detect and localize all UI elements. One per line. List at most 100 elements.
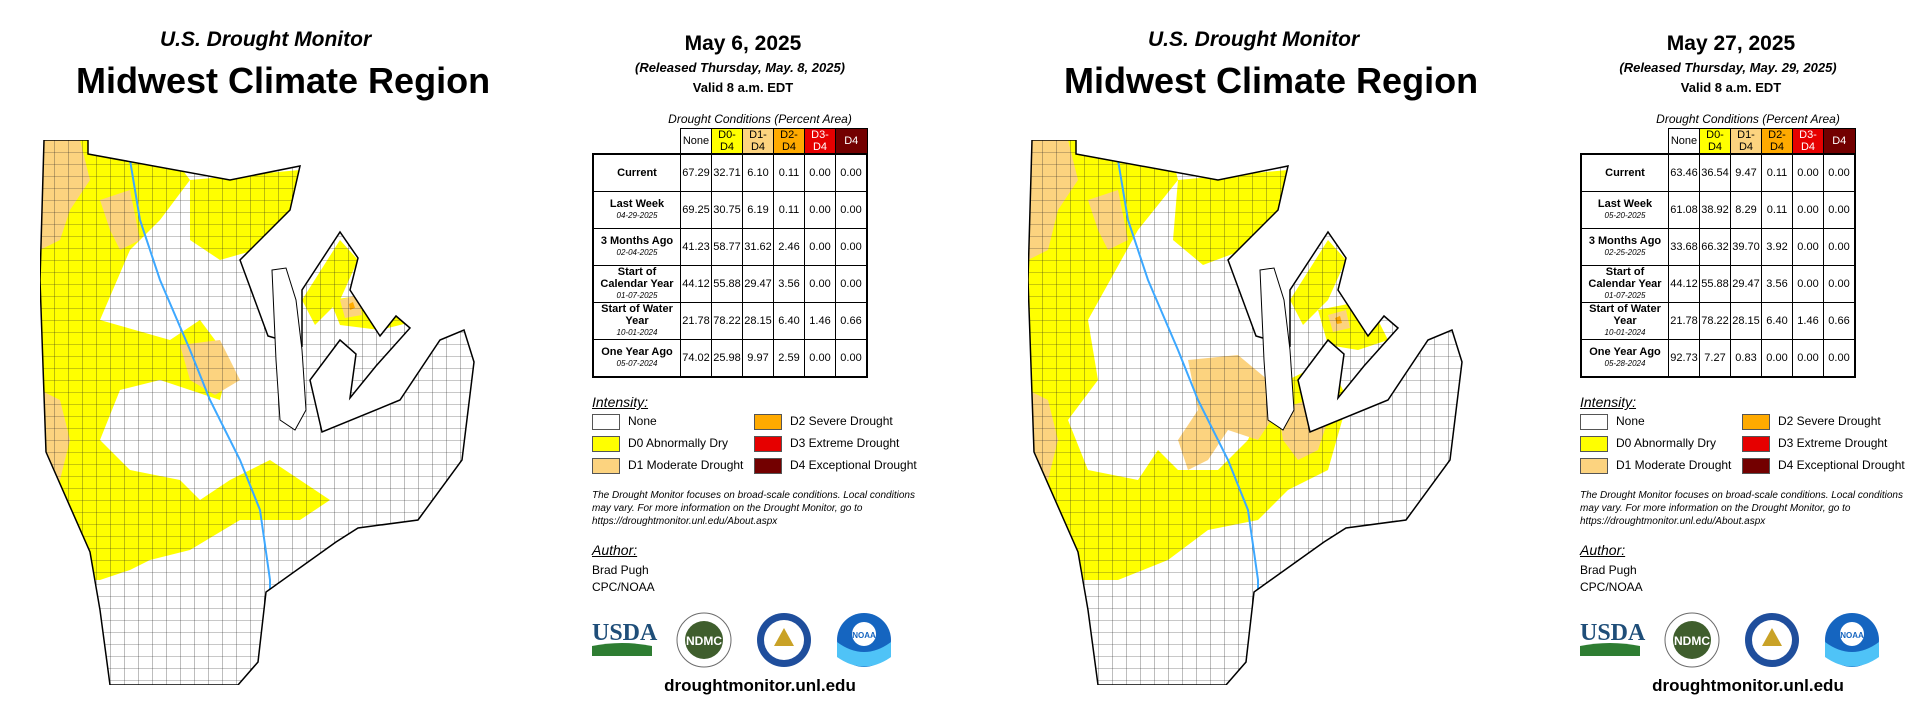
cell-value: 55.88 — [711, 265, 743, 303]
release-date: (Released Thursday, May. 8, 2025) — [634, 60, 846, 75]
map-title: Midwest Climate Region — [76, 60, 491, 101]
cell-value: 0.00 — [804, 228, 836, 266]
drought-panel-may-6: U.S. Drought Monitor Midwest Climate Reg… — [40, 28, 917, 695]
cell-value: 2.59 — [773, 339, 805, 378]
author-org: CPC/NOAA — [592, 580, 655, 594]
col-d0-d4: D0-D4 — [711, 128, 743, 155]
cell-value: 0.00 — [1823, 339, 1856, 378]
cell-value: 92.73 — [1668, 339, 1700, 378]
cell-value: 0.00 — [835, 191, 868, 229]
table-corner — [593, 129, 681, 155]
svg-text:NOAA: NOAA — [852, 631, 876, 640]
svg-text:USDA: USDA — [592, 620, 658, 646]
cell-value: 32.71 — [711, 153, 743, 192]
legend-swatch — [592, 414, 620, 430]
cell-value: 63.46 — [1668, 153, 1700, 192]
col-none: None — [680, 128, 712, 155]
cell-value: 44.12 — [1668, 265, 1700, 303]
legend-item: D1 Moderate Drought — [592, 458, 743, 474]
cell-value: 78.22 — [1699, 302, 1731, 340]
legend-item: D3 Extreme Drought — [1742, 436, 1887, 452]
drought-stats-table-wrap: None D0-D4 D1-D4 D2-D4 D3-D4 D4 Current … — [1580, 128, 1856, 378]
legend-swatch — [1742, 436, 1770, 452]
cell-value: 3.56 — [1761, 265, 1793, 303]
river — [129, 159, 271, 660]
cell-value: 38.92 — [1699, 191, 1731, 229]
col-d2-d4: D2-D4 — [773, 128, 805, 155]
cell-value: 6.40 — [1761, 302, 1793, 340]
drought-stats-table-wrap: None D0-D4 D1-D4 D2-D4 D3-D4 D4 Current … — [592, 128, 868, 378]
cell-value: 8.29 — [1730, 191, 1762, 229]
usda-logo: USDA — [592, 620, 658, 656]
table-row: Start of Water Year 10-01-2024 21.78 78.2… — [592, 302, 868, 340]
noaa-logo: NOAA — [1825, 613, 1879, 667]
cell-value: 69.25 — [680, 191, 712, 229]
drought-map — [40, 140, 475, 685]
cell-value: 0.00 — [835, 339, 868, 378]
disclaimer-note: The Drought Monitor focuses on broad-sca… — [592, 490, 915, 527]
table-caption: Drought Conditions (Percent Area) — [668, 112, 852, 126]
table-row: 3 Months Ago 02-04-2025 41.23 58.77 31.62… — [592, 228, 868, 266]
cell-value: 0.11 — [773, 191, 805, 229]
legend-swatch — [1580, 436, 1608, 452]
cell-value: 41.23 — [680, 228, 712, 266]
svg-text:NOAA: NOAA — [1840, 631, 1864, 640]
agency-logos: USDA NDMC NOAA — [592, 612, 891, 668]
row-label: Start of Water Year 10-01-2024 — [592, 302, 681, 340]
usda-logo: USDA — [1580, 620, 1646, 656]
cell-value: 0.00 — [1761, 339, 1793, 378]
cell-value: 0.83 — [1730, 339, 1762, 378]
footer-url[interactable]: droughtmonitor.unl.edu — [1652, 676, 1844, 695]
legend-item: None — [592, 414, 657, 430]
table-row: Last Week 04-29-2025 69.25 30.75 6.19 0.1… — [592, 191, 868, 229]
cell-value: 0.00 — [804, 265, 836, 303]
cell-value: 6.10 — [742, 153, 774, 192]
cell-value: 0.00 — [804, 153, 836, 192]
table-row: Last Week 05-20-2025 61.08 38.92 8.29 0.1… — [1580, 191, 1856, 229]
col-d0-d4: D0-D4 — [1699, 128, 1731, 155]
legend-item: D0 Abnormally Dry — [1580, 436, 1716, 452]
cell-value: 0.00 — [804, 339, 836, 378]
cell-value: 0.66 — [835, 302, 868, 340]
disclaimer-note: The Drought Monitor focuses on broad-sca… — [1580, 490, 1903, 527]
row-label: Current — [592, 153, 681, 192]
cell-value: 0.00 — [1823, 191, 1856, 229]
row-label: Start of Water Year 10-01-2024 — [1580, 302, 1669, 340]
table-row: Start of Calendar Year 01-07-2025 44.12 5… — [592, 265, 868, 303]
table-row: Start of Calendar Year 01-07-2025 44.12 5… — [1580, 265, 1856, 303]
col-d3-d4: D3-D4 — [804, 128, 836, 155]
cell-value: 28.15 — [742, 302, 774, 340]
legend-swatch — [754, 458, 782, 474]
cell-value: 0.00 — [1792, 228, 1824, 266]
cell-value: 39.70 — [1730, 228, 1762, 266]
cell-value: 9.97 — [742, 339, 774, 378]
cell-value: 0.00 — [835, 265, 868, 303]
drought-panel-may-27: U.S. Drought Monitor Midwest Climate Reg… — [988, 0, 1920, 720]
drought-stats-table: None D0-D4 D1-D4 D2-D4 D3-D4 D4 Current … — [1580, 128, 1856, 378]
cell-value: 28.15 — [1730, 302, 1762, 340]
col-d4: D4 — [1823, 128, 1856, 155]
svg-text:NDMC: NDMC — [1674, 634, 1710, 648]
noaa-logo: NOAA — [837, 613, 891, 667]
cell-value: 44.12 — [680, 265, 712, 303]
cell-value: 2.46 — [773, 228, 805, 266]
table-row: 3 Months Ago 02-25-2025 33.68 66.32 39.70… — [1580, 228, 1856, 266]
cell-value: 0.00 — [1823, 228, 1856, 266]
cell-value: 0.11 — [773, 153, 805, 192]
drought-stats-table: None D0-D4 D1-D4 D2-D4 D3-D4 D4 Current … — [592, 128, 868, 378]
svg-text:USDA: USDA — [1580, 620, 1646, 646]
col-d3-d4: D3-D4 — [1792, 128, 1824, 155]
cell-value: 67.29 — [680, 153, 712, 192]
table-corner — [1581, 129, 1669, 155]
legend-item: D2 Severe Drought — [1742, 414, 1881, 430]
map-title: Midwest Climate Region — [1064, 60, 1479, 101]
agency-logos: USDA NDMC NOAA — [1580, 612, 1879, 668]
cell-value: 0.00 — [1792, 191, 1824, 229]
footer-url[interactable]: droughtmonitor.unl.edu — [664, 676, 856, 695]
lake-michigan — [271, 267, 307, 431]
release-date: (Released Thursday, May. 29, 2025) — [1619, 60, 1837, 75]
cell-value: 0.00 — [804, 191, 836, 229]
doc-seal-logo — [1745, 613, 1799, 667]
cell-value: 21.78 — [1668, 302, 1700, 340]
cell-value: 0.00 — [835, 228, 868, 266]
